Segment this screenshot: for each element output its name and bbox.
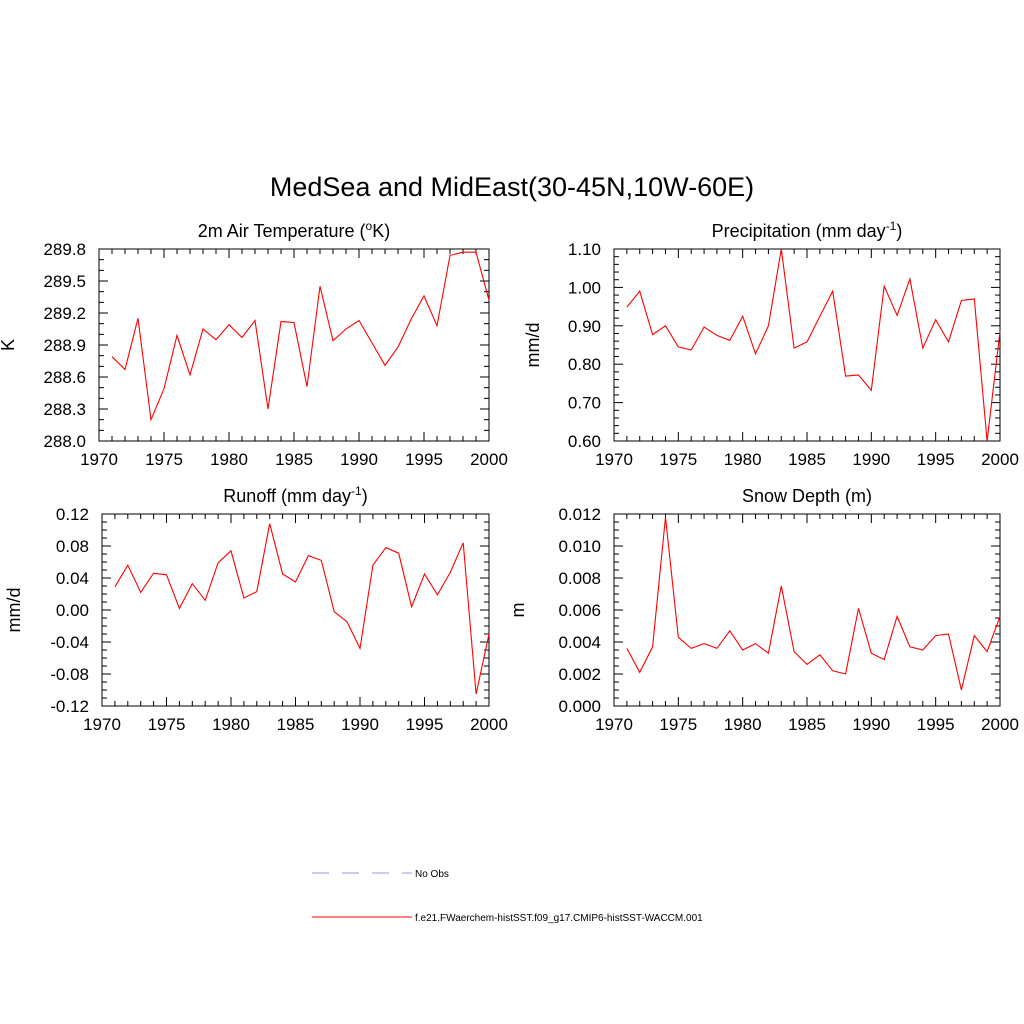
y-tick-label: 288.9 xyxy=(43,336,86,355)
x-tick-label: 1975 xyxy=(659,450,697,469)
main-title: MedSea and MidEast(30-45N,10W-60E) xyxy=(270,172,754,202)
x-tick-label: 1990 xyxy=(852,715,890,734)
x-tick-label: 1985 xyxy=(277,715,315,734)
panels: 1970 1975 1980 1985 1990 1995 2000 288.0 288.3 28… xyxy=(0,219,1019,734)
legend-item-0: No Obs xyxy=(312,869,449,880)
y-tick-label: 0.010 xyxy=(558,537,601,556)
x-tick-label: 1990 xyxy=(340,450,378,469)
panel-title-main: Precipitation (mm day xyxy=(712,221,886,241)
panel-title: Snow Depth (m) xyxy=(742,486,872,506)
panel-title: Precipitation (mm day-1) xyxy=(712,219,903,241)
x-tick-label: 1985 xyxy=(275,450,313,469)
plot-frame xyxy=(98,248,490,442)
y-tick-label: 0.08 xyxy=(56,537,89,556)
panel-title: 2m Air Temperature (oK) xyxy=(198,219,390,241)
panel-2: 1970 1975 1980 1985 1990 1995 2000 -0.12 -0.08 -0… xyxy=(4,484,508,734)
y-tick-label: 0.006 xyxy=(558,601,601,620)
panel-1: 1970 1975 1980 1985 1990 1995 2000 0.60 0.70 0.80… xyxy=(523,219,1019,469)
y-tick-label: 0.04 xyxy=(56,569,89,588)
x-tick-label: 1985 xyxy=(788,450,826,469)
x-tick-label: 2000 xyxy=(981,715,1019,734)
y-tick-label: 0.002 xyxy=(558,665,601,684)
legend-item-1: f.e21.FWaerchem-histSST.f09_g17.CMIP6-hi… xyxy=(312,913,703,924)
y-tick-label: 289.8 xyxy=(43,240,86,259)
panel-title-main: 2m Air Temperature ( xyxy=(198,221,366,241)
x-tick-label: 1995 xyxy=(405,450,443,469)
x-tick-label: 1970 xyxy=(83,715,121,734)
x-tick-label: 1985 xyxy=(788,715,826,734)
legend-label: No Obs xyxy=(415,869,449,880)
x-tick-label: 1970 xyxy=(80,450,118,469)
x-tick-label: 1975 xyxy=(659,715,697,734)
panel-title-tail: ) xyxy=(362,486,368,506)
x-tick-label: 1970 xyxy=(595,715,633,734)
series-line-0 xyxy=(626,517,1001,691)
panel-3: 1970 1975 1980 1985 1990 1995 2000 0.000 0.002 0.… xyxy=(508,486,1019,734)
x-tick-label: 1980 xyxy=(724,450,762,469)
legend: No Obs f.e21.FWaerchem-histSST.f09_g17.CM… xyxy=(312,869,703,924)
y-tick-label: 289.2 xyxy=(43,304,86,323)
panel-title-main: Runoff (mm day xyxy=(223,486,351,506)
plot-frame xyxy=(101,513,490,707)
series-line-0 xyxy=(114,523,490,695)
panel-0: 1970 1975 1980 1985 1990 1995 2000 288.0 288.3 28… xyxy=(0,219,508,469)
x-tick-label: 2000 xyxy=(981,450,1019,469)
y-tick-label: 1.00 xyxy=(568,278,601,297)
x-tick-label: 1980 xyxy=(210,450,248,469)
panel-title-superscript: o xyxy=(366,219,373,233)
y-tick-label: -0.08 xyxy=(50,665,89,684)
y-tick-label: 0.60 xyxy=(568,432,601,451)
x-tick-label: 2000 xyxy=(470,450,508,469)
y-tick-label: 288.6 xyxy=(43,368,86,387)
y-axis-label: mm/d xyxy=(523,323,543,368)
plot-frame xyxy=(613,248,1001,442)
panel-title-main: Snow Depth (m) xyxy=(742,486,872,506)
panel-title-superscript: -1 xyxy=(351,484,362,498)
x-tick-label: 1990 xyxy=(852,450,890,469)
y-tick-label: -0.04 xyxy=(50,633,89,652)
panel-title-tail: K) xyxy=(372,221,390,241)
x-tick-label: 1980 xyxy=(724,715,762,734)
y-tick-label: 0.008 xyxy=(558,569,601,588)
panel-title: Runoff (mm day-1) xyxy=(223,484,367,506)
panel-title-superscript: -1 xyxy=(886,219,897,233)
y-axis-label: mm/d xyxy=(4,588,24,633)
y-tick-label: 289.5 xyxy=(43,272,86,291)
x-tick-label: 1980 xyxy=(212,715,250,734)
y-tick-label: 0.70 xyxy=(568,394,601,413)
x-tick-label: 1995 xyxy=(917,715,955,734)
y-tick-label: 1.10 xyxy=(568,240,601,259)
series-line-0 xyxy=(111,251,490,422)
y-tick-label: -0.12 xyxy=(50,697,89,716)
y-tick-label: 0.012 xyxy=(558,505,601,524)
x-tick-label: 1995 xyxy=(406,715,444,734)
panel-title-tail: ) xyxy=(896,221,902,241)
x-tick-label: 1975 xyxy=(148,715,186,734)
y-tick-label: 0.90 xyxy=(568,317,601,336)
y-tick-label: 0.80 xyxy=(568,355,601,374)
y-tick-label: 0.00 xyxy=(56,601,89,620)
y-tick-label: 0.004 xyxy=(558,633,601,652)
legend-label: f.e21.FWaerchem-histSST.f09_g17.CMIP6-hi… xyxy=(415,913,703,924)
x-tick-label: 1990 xyxy=(341,715,379,734)
y-tick-label: 288.0 xyxy=(43,432,86,451)
x-tick-label: 1995 xyxy=(917,450,955,469)
y-axis-label: K xyxy=(0,339,18,351)
y-tick-label: 288.3 xyxy=(43,400,86,419)
plot-frame xyxy=(613,513,1001,707)
y-tick-label: 0.12 xyxy=(56,505,89,524)
series-line-0 xyxy=(626,248,1001,442)
x-tick-label: 1975 xyxy=(145,450,183,469)
x-tick-label: 1970 xyxy=(595,450,633,469)
y-axis-label: m xyxy=(508,603,528,618)
x-tick-label: 2000 xyxy=(470,715,508,734)
y-tick-label: 0.000 xyxy=(558,697,601,716)
